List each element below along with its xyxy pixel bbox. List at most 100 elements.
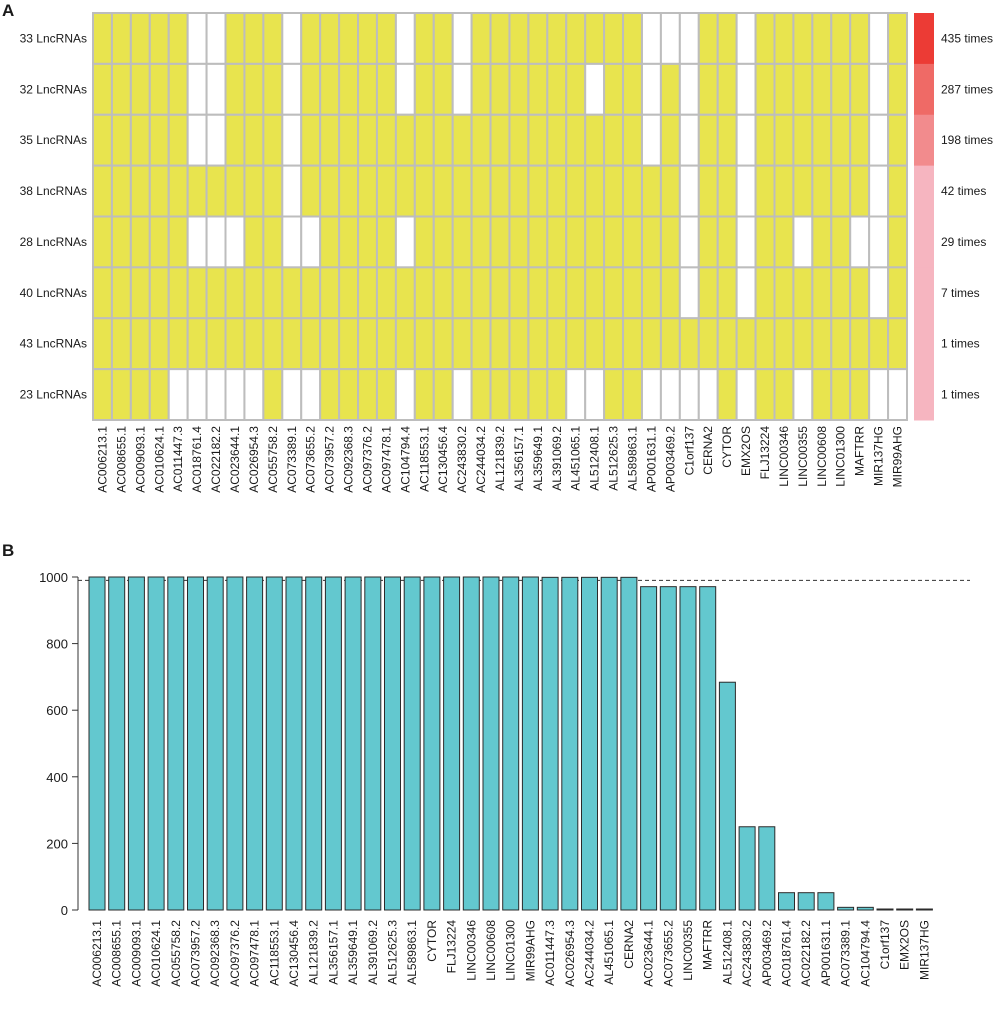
heatmap-cell — [281, 317, 303, 371]
heatmap-cell — [659, 113, 681, 167]
heatmap-cell — [640, 368, 662, 421]
heatmap-col-label: AC104794.4 — [398, 426, 412, 493]
heatmap-col-label: AC023644.1 — [228, 426, 242, 493]
bar-category-label: AP001631.1 — [819, 920, 833, 986]
heatmap-cell — [338, 266, 360, 320]
heatmap-cell — [622, 266, 643, 320]
heatmap-cell — [849, 62, 871, 116]
heatmap-col-label: LINC01300 — [834, 426, 848, 487]
heatmap-cell — [129, 215, 151, 269]
heatmap-row-label: 28 LncRNAs — [20, 235, 87, 249]
legend-label: 7 times — [941, 286, 980, 300]
heatmap-cell — [811, 164, 833, 218]
heatmap-cell — [849, 215, 871, 269]
bar — [758, 826, 776, 911]
heatmap-col-label: AC010624.1 — [152, 426, 166, 493]
heatmap-cell — [716, 317, 738, 371]
heatmap-cell — [205, 113, 227, 167]
heatmap-cell — [129, 266, 151, 320]
heatmap-cell — [527, 317, 549, 371]
heatmap-cell — [659, 215, 681, 269]
bar-chart: 0 200 400 600 800 1000 AC006213.1 AC008655.1 AC0… — [39, 570, 970, 987]
heatmap-cell — [243, 164, 265, 218]
heatmap-col-label: MAFTRR — [853, 426, 867, 476]
bar-category-label: AC026954.3 — [563, 920, 577, 987]
heatmap-cell — [300, 317, 322, 371]
heatmap-col-label: AL512408.1 — [588, 426, 602, 491]
heatmap-cell — [357, 266, 378, 320]
heatmap-cell — [470, 368, 492, 421]
bar-category-label: AL391069.2 — [366, 920, 380, 985]
heatmap-cell — [603, 62, 625, 116]
bar-category-label: AC023644.1 — [642, 920, 656, 987]
bar-category-label: MAFTRR — [701, 920, 715, 970]
bar-category-label: AC009093.1 — [129, 920, 143, 987]
heatmap-cell — [773, 215, 795, 269]
bar-category-label: LINC00355 — [681, 920, 695, 981]
bar — [206, 576, 224, 911]
bar — [915, 908, 933, 911]
heatmap-cell — [830, 368, 852, 421]
heatmap-cell — [470, 12, 492, 65]
heatmap-cell — [148, 164, 170, 218]
bar-category-label: AC097478.1 — [248, 920, 262, 987]
heatmap-cell — [92, 317, 113, 371]
bar — [876, 908, 894, 911]
bar — [127, 576, 145, 911]
heatmap-cell — [678, 164, 700, 218]
heatmap-col-label: AL359649.1 — [531, 426, 545, 491]
heatmap-cell — [186, 113, 208, 167]
heatmap-cell — [773, 164, 795, 218]
bar — [285, 576, 303, 911]
heatmap-cell — [432, 368, 454, 421]
heatmap-col-label: AC018761.4 — [190, 426, 204, 493]
heatmap-cell — [186, 164, 208, 218]
heatmap-cell — [508, 215, 530, 269]
bar — [521, 576, 539, 911]
heatmap-cell — [773, 266, 795, 320]
heatmap-cell — [546, 317, 568, 371]
heatmap-cell — [584, 266, 606, 320]
heatmap-cell — [394, 368, 416, 421]
heatmap-cell — [565, 317, 587, 371]
heatmap-cell — [830, 113, 852, 167]
heatmap-col-label: EMX2OS — [739, 426, 753, 476]
bar-category-label: C1orf137 — [878, 920, 892, 970]
heatmap-cell — [375, 266, 397, 320]
heatmap-cell — [868, 266, 890, 320]
heatmap-cell — [281, 164, 303, 218]
heatmap-cell — [697, 113, 719, 167]
heatmap-cell — [811, 317, 833, 371]
heatmap-cell — [243, 113, 265, 167]
heatmap-cell — [678, 317, 700, 371]
heatmap-row-label: 33 LncRNAs — [20, 31, 87, 45]
heatmap-cell — [167, 113, 189, 167]
heatmap-cell — [868, 317, 890, 371]
heatmap-cell — [716, 12, 738, 65]
heatmap-cell — [300, 215, 322, 269]
bar — [147, 576, 165, 911]
heatmap-cell — [849, 164, 871, 218]
heatmap-cell — [622, 12, 643, 65]
bar — [344, 576, 362, 911]
bar-category-label: AC008655.1 — [110, 920, 124, 987]
heatmap-cell — [110, 317, 132, 371]
heatmap-cell — [584, 164, 606, 218]
heatmap-cell — [508, 12, 530, 65]
heatmap-cell — [300, 164, 322, 218]
heatmap-cell — [262, 113, 284, 167]
heatmap-cell — [470, 164, 492, 218]
bar — [856, 906, 874, 911]
heatmap-cell — [186, 266, 208, 320]
bar — [797, 892, 815, 911]
heatmap-cell — [887, 113, 908, 167]
heatmap-cell — [110, 12, 132, 65]
legend-label: 29 times — [941, 235, 986, 249]
heatmap-cell — [584, 215, 606, 269]
legend-label: 1 times — [941, 337, 980, 351]
heatmap-cell — [716, 62, 738, 116]
heatmap-cell — [262, 266, 284, 320]
heatmap-cell — [262, 12, 284, 65]
heatmap-cell — [735, 266, 757, 320]
heatmap-cell — [622, 164, 643, 218]
